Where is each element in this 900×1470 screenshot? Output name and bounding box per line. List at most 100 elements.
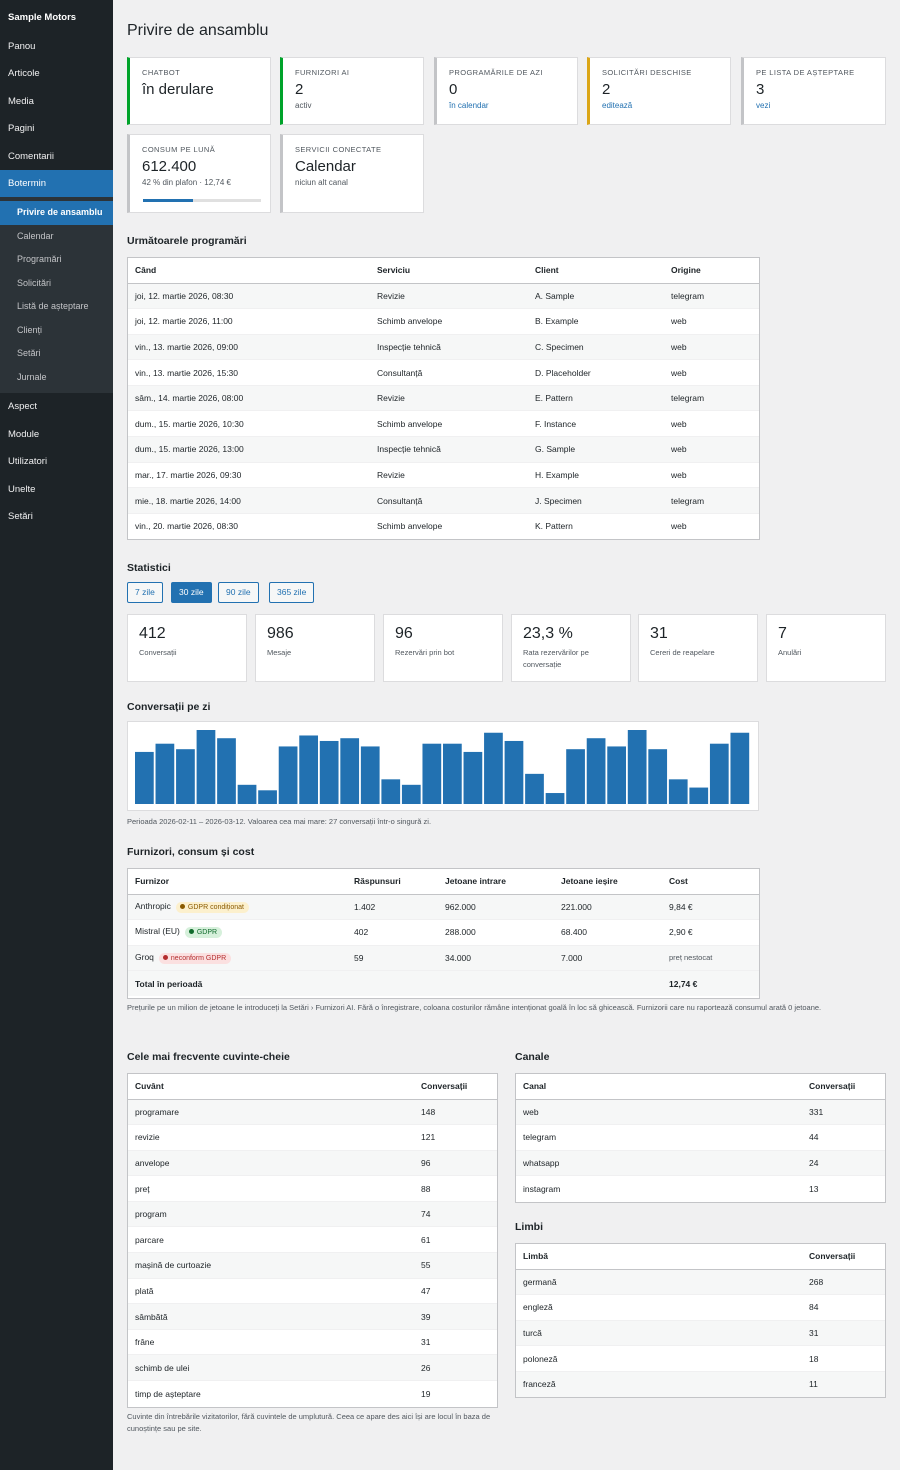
table-cell: schimb de ulei [128, 1354, 414, 1382]
range-365-button[interactable]: 365 zile [269, 582, 315, 603]
col-header-conversatii: Conversații [414, 1074, 497, 1100]
table-cell: 962.000 [438, 894, 554, 921]
channels-title: Canale [515, 1051, 550, 1063]
status-card-solicitari: Solicitări deschise 2 editează [587, 57, 731, 125]
sidebar-item-module[interactable]: Module [8, 428, 40, 440]
table-cell: A. Sample [528, 283, 664, 310]
cost-cell: preț nestocat [662, 945, 759, 972]
stat-card-anulari: 7 Anulări [766, 614, 886, 682]
usage-progress-bar [143, 199, 261, 202]
card-value: 2 [602, 81, 611, 98]
table-row: engleză 84 [516, 1294, 885, 1321]
submenu-item-privire[interactable]: Privire de ansamblu [0, 201, 113, 225]
table-cell: Schimb anvelope [370, 410, 528, 438]
provider-name: Anthropic [135, 900, 171, 911]
submenu-item-setari[interactable]: Setări [17, 348, 41, 359]
sidebar-item-utilizatori[interactable]: Utilizatori [8, 456, 48, 468]
col-header-jetoane-intrare: Jetoane intrare [438, 869, 554, 895]
sidebar-item-unelte[interactable]: Unelte [8, 483, 36, 495]
submenu-item-programari[interactable]: Programări [17, 254, 62, 265]
col-header-origine: Origine [664, 258, 759, 284]
submenu-item-jurnale[interactable]: Jurnale [17, 371, 47, 382]
chart-bar [484, 732, 503, 804]
table-cell: web [671, 521, 687, 532]
sidebar-item-aspect[interactable]: Aspect [8, 401, 38, 413]
range-30-button[interactable]: 30 zile [171, 582, 212, 603]
page-title: Privire de ansamblu [127, 22, 269, 39]
table-cell: 19 [421, 1388, 431, 1399]
stat-value: 23,3 % [523, 625, 573, 642]
submenu-item-clienti[interactable]: Clienți [17, 324, 43, 335]
table-row: turcă 31 [516, 1320, 885, 1347]
table-cell: Revizie [370, 283, 528, 310]
sidebar-item-panou[interactable]: Panou [8, 41, 36, 52]
site-brand[interactable]: Sample Motors [8, 12, 77, 23]
calendar-link[interactable]: în calendar [449, 101, 489, 110]
col-header-canal: Canal [516, 1074, 802, 1100]
chart-bar [648, 749, 668, 804]
table-cell: Consultanță [370, 359, 528, 386]
sidebar-item-botermin[interactable]: Botermin [0, 169, 113, 198]
chart-bar [360, 746, 380, 804]
col-header-limba: Limbă [516, 1244, 802, 1270]
submenu-item-calendar[interactable]: Calendar [17, 230, 54, 241]
table-row: joi, 12. martie 2026, 11:00 Schimb anvelo… [128, 308, 759, 335]
table-row: joi, 12. martie 2026, 08:30 Revizie A. Sam… [128, 283, 759, 310]
table-cell: poloneză [516, 1345, 802, 1372]
table-cell: sâm., 14. martie 2026, 08:00 [128, 385, 370, 412]
chart-bar [566, 749, 585, 804]
total-cost: 12,74 € [662, 970, 759, 997]
table-cell: web [664, 462, 759, 489]
sidebar-item-pagini[interactable]: Pagini [8, 123, 35, 135]
status-card-furnizori: Furnizori AI 2 activ [280, 57, 424, 125]
stat-label: Rezervări prin bot [395, 648, 455, 657]
provider-row: Anthropic GDPR condiționat 1.402 962.000 221… [128, 894, 759, 921]
table-cell: 402 [347, 919, 438, 946]
range-90-button[interactable]: 90 zile [218, 582, 259, 603]
table-row: vin., 13. martie 2026, 15:30 Consultanță D… [128, 359, 759, 386]
sidebar-item-articole[interactable]: Articole [8, 68, 40, 80]
status-card-consum: Consum pe lună 612.400 42 % din plafon ·… [127, 134, 271, 213]
table-cell: 31 [414, 1329, 497, 1356]
chart-bar [381, 779, 401, 804]
chart-bar [258, 790, 277, 804]
range-7-button[interactable]: 7 zile [127, 582, 163, 603]
languages-title: Limbi [515, 1221, 543, 1233]
chart-bar [401, 784, 421, 804]
chart-bar [443, 743, 462, 804]
table-cell: 84 [802, 1294, 885, 1321]
chart-bar [176, 749, 195, 804]
table-row: germană 268 [516, 1269, 885, 1296]
chart-bar [196, 730, 216, 804]
edit-link[interactable]: editează [602, 101, 633, 110]
chart-bar [237, 784, 257, 804]
chart-bar [463, 751, 483, 804]
card-label: Pe lista de așteptare [756, 68, 855, 77]
table-cell: H. Example [528, 462, 664, 489]
table-cell: web [664, 410, 759, 438]
stat-card-rezervari: 96 Rezervări prin bot [383, 614, 503, 682]
channels-table: Canal Conversații web 331 telegram 44 whatsa… [515, 1073, 886, 1203]
chart-bar [545, 793, 565, 804]
table-cell: 68.400 [554, 919, 662, 946]
stat-value: 412 [139, 625, 166, 642]
table-cell: instagram [523, 1183, 561, 1194]
card-value: Calendar [295, 158, 356, 175]
table-cell: vin., 13. martie 2026, 09:00 [128, 334, 370, 361]
sidebar-item-comentarii[interactable]: Comentarii [8, 150, 54, 162]
table-cell: revizie [128, 1124, 414, 1151]
table-cell: web [664, 334, 759, 361]
submenu-item-solicitari[interactable]: Solicitări [17, 277, 52, 288]
chart-bar [730, 732, 750, 804]
stat-label: Conversații [139, 648, 177, 657]
table-cell: J. Specimen [528, 487, 664, 514]
submenu-item-lista-asteptare[interactable]: Listă de așteptare [17, 301, 89, 312]
keywords-table: Cuvânt Conversații programare 148 revizie 1… [127, 1073, 498, 1408]
table-cell: Schimb anvelope [370, 308, 528, 335]
view-link[interactable]: vezi [756, 101, 771, 110]
sidebar-item-setari[interactable]: Setări [8, 510, 33, 522]
conversations-bar-chart [127, 721, 759, 811]
sidebar-item-media[interactable]: Media [8, 95, 34, 107]
stat-label: Cereri de reapelare [650, 648, 715, 657]
table-cell: program [128, 1201, 414, 1228]
